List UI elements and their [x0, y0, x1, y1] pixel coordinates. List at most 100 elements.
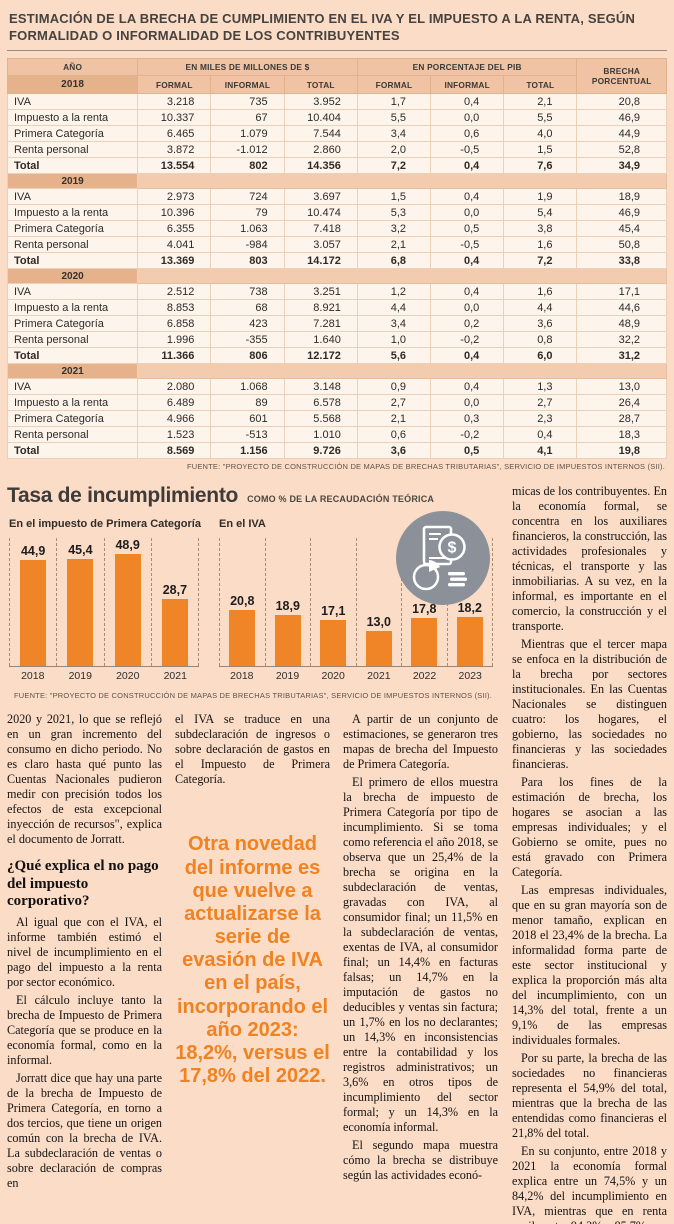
cell-value: 28,7 — [576, 410, 667, 428]
cell-value: 6.858 — [137, 315, 212, 333]
bar-value-label: 48,9 — [115, 538, 140, 553]
article-paragraph: El segundo mapa muestra cómo la brecha s… — [343, 1138, 498, 1183]
cell-value: 10.474 — [283, 204, 358, 222]
cell-value: 2,3 — [503, 410, 578, 428]
table-row: Primera Categoría 6.355 1.063 7.418 3,2 0,5 3,… — [6, 220, 667, 238]
cell-value: 19,8 — [576, 442, 667, 460]
cell-value: 1,2 — [356, 283, 432, 301]
cell-value: 3.148 — [283, 378, 358, 396]
cell-value: 68 — [210, 299, 285, 317]
table-header-sub-row: 2018 FORMAL INFORMAL TOTAL FORMAL INFORM… — [6, 75, 667, 95]
bar-value-label: 18,9 — [275, 599, 300, 614]
chart-iva-title: En el IVA — [219, 518, 266, 531]
cell-value: 0,5 — [430, 442, 505, 460]
cell-value: 3,4 — [356, 315, 432, 333]
cell-value: 18,3 — [576, 426, 667, 444]
bar — [320, 620, 347, 667]
year-label-2019: 2019 — [6, 173, 139, 190]
table-source: FUENTE: "PROYECTO DE CONSTRUCCIÓN DE MAP… — [186, 462, 665, 472]
table-body: IVA 3.218 735 3.952 1,7 0,4 2,1 20,8 Impuesto a … — [6, 93, 667, 460]
chart-iva-bars: 20,8 18,9 17,1 13,0 17,8 18,2 — [219, 538, 493, 667]
cell-value: 0,0 — [430, 394, 505, 412]
cell-value: 2.860 — [283, 141, 358, 159]
bar — [161, 599, 188, 667]
cell-value: 3,6 — [503, 315, 578, 333]
cell-value: 724 — [210, 188, 285, 206]
cell-value: 4,4 — [356, 299, 432, 317]
cell-value: 89 — [210, 394, 285, 412]
cell-value: 5,5 — [356, 109, 432, 127]
cell-value: 1,6 — [503, 236, 578, 254]
cell-value: 13.369 — [137, 252, 212, 270]
cell-value: 3.057 — [283, 236, 358, 254]
x-axis-label: 2022 — [412, 670, 437, 683]
cell-value: 3,2 — [356, 220, 432, 238]
table-row: Impuesto a la renta 10.337 67 10.404 5,5 0,0 5… — [6, 109, 667, 127]
article-columns: 2020 y 2021, lo que se reflejó en un gra… — [7, 712, 499, 1194]
cell-value: 6,8 — [356, 252, 432, 270]
row-label: Renta personal — [6, 236, 139, 254]
cell-value: 4,1 — [503, 442, 578, 460]
article-paragraph: Mientras que el tercer mapa se enfoca en… — [512, 637, 667, 772]
x-axis-label: 2023 — [458, 670, 482, 683]
bar-value-label: 28,7 — [162, 583, 188, 598]
article-paragraph: A partir de un conjunto de estimaciones,… — [343, 712, 498, 772]
article-column-2: el IVA se traduce en una subdeclaración … — [175, 712, 330, 1194]
col-header-total-pib: TOTAL — [503, 75, 578, 95]
cell-value: 3.952 — [283, 93, 358, 111]
table-row: IVA 2.512 738 3.251 1,2 0,4 1,6 17,1 — [6, 283, 667, 301]
bar-cell-2021: 13,0 — [355, 538, 402, 667]
x-axis-label: 2021 — [367, 670, 391, 683]
cell-value: 1,7 — [356, 93, 432, 111]
article-paragraph: el IVA se traduce en una subdeclaración … — [175, 712, 330, 787]
svg-text:$: $ — [448, 540, 457, 557]
col-header-brecha: BRECHA PORCENTUAL — [576, 58, 667, 95]
year-band-2019: 2019 — [6, 173, 667, 190]
row-label: Impuesto a la renta — [6, 299, 139, 317]
cell-value: 1.010 — [283, 426, 358, 444]
bar-cell-2019: 18,9 — [264, 538, 311, 667]
cell-value: -513 — [210, 426, 285, 444]
col-header-informal-pib: INFORMAL — [430, 75, 505, 95]
cell-value: 1.640 — [283, 331, 358, 349]
tax-gap-table: AÑO EN MILES DE MILLONES DE $ EN PORCENT… — [6, 58, 667, 460]
cell-value: 3.872 — [137, 141, 212, 159]
cell-value: 34,9 — [576, 157, 667, 175]
table-row: Renta personal 1.996 -355 1.640 1,0 -0,2 0,8 32… — [6, 331, 667, 349]
bar — [114, 554, 141, 667]
table-row: IVA 2.080 1.068 3.148 0,9 0,4 1,3 13,0 — [6, 378, 667, 396]
cell-value: 423 — [210, 315, 285, 333]
cell-value: 12.172 — [283, 347, 358, 365]
cell-value: 20,8 — [576, 93, 667, 111]
bar-value-label: 20,8 — [230, 594, 255, 609]
cell-value: 1.523 — [137, 426, 212, 444]
cell-value: 17,1 — [576, 283, 667, 301]
row-label: Impuesto a la renta — [6, 109, 139, 127]
cell-value: 0,4 — [430, 378, 505, 396]
cell-value: 31,2 — [576, 347, 667, 365]
col-header-year: AÑO — [6, 58, 139, 77]
bar-value-label: 13,0 — [366, 615, 391, 630]
table-row: Renta personal 4.041 -984 3.057 2,1 -0,5 1,6 50… — [6, 236, 667, 254]
cell-value: 1,5 — [503, 141, 578, 159]
cell-value: 4.966 — [137, 410, 212, 428]
cell-value: 6,0 — [503, 347, 578, 365]
cell-value: 3,6 — [356, 442, 432, 460]
bar-value-label: 45,4 — [68, 543, 93, 558]
cell-value: 10.404 — [283, 109, 358, 127]
year-label-2021: 2021 — [6, 363, 139, 380]
cell-value: 2,1 — [356, 410, 432, 428]
cell-value: 2.080 — [137, 378, 212, 396]
x-axis-label: 2020 — [116, 670, 140, 683]
bar-cell-2022: 17,8 — [401, 538, 447, 667]
cell-value: 4.041 — [137, 236, 212, 254]
table-row: Primera Categoría 6.858 423 7.281 3,4 0,2 3,6 4… — [6, 315, 667, 333]
cell-value: 6.465 — [137, 125, 212, 143]
row-label: Primera Categoría — [6, 315, 139, 333]
bar-cell-2018: 44,9 — [9, 538, 56, 667]
bar-value-label: 17,1 — [321, 604, 346, 619]
bar — [365, 631, 392, 667]
lower-section: Tasa de incumplimiento COMO % DE LA RECA… — [7, 484, 667, 1224]
x-axis-label: 2018 — [230, 670, 254, 683]
